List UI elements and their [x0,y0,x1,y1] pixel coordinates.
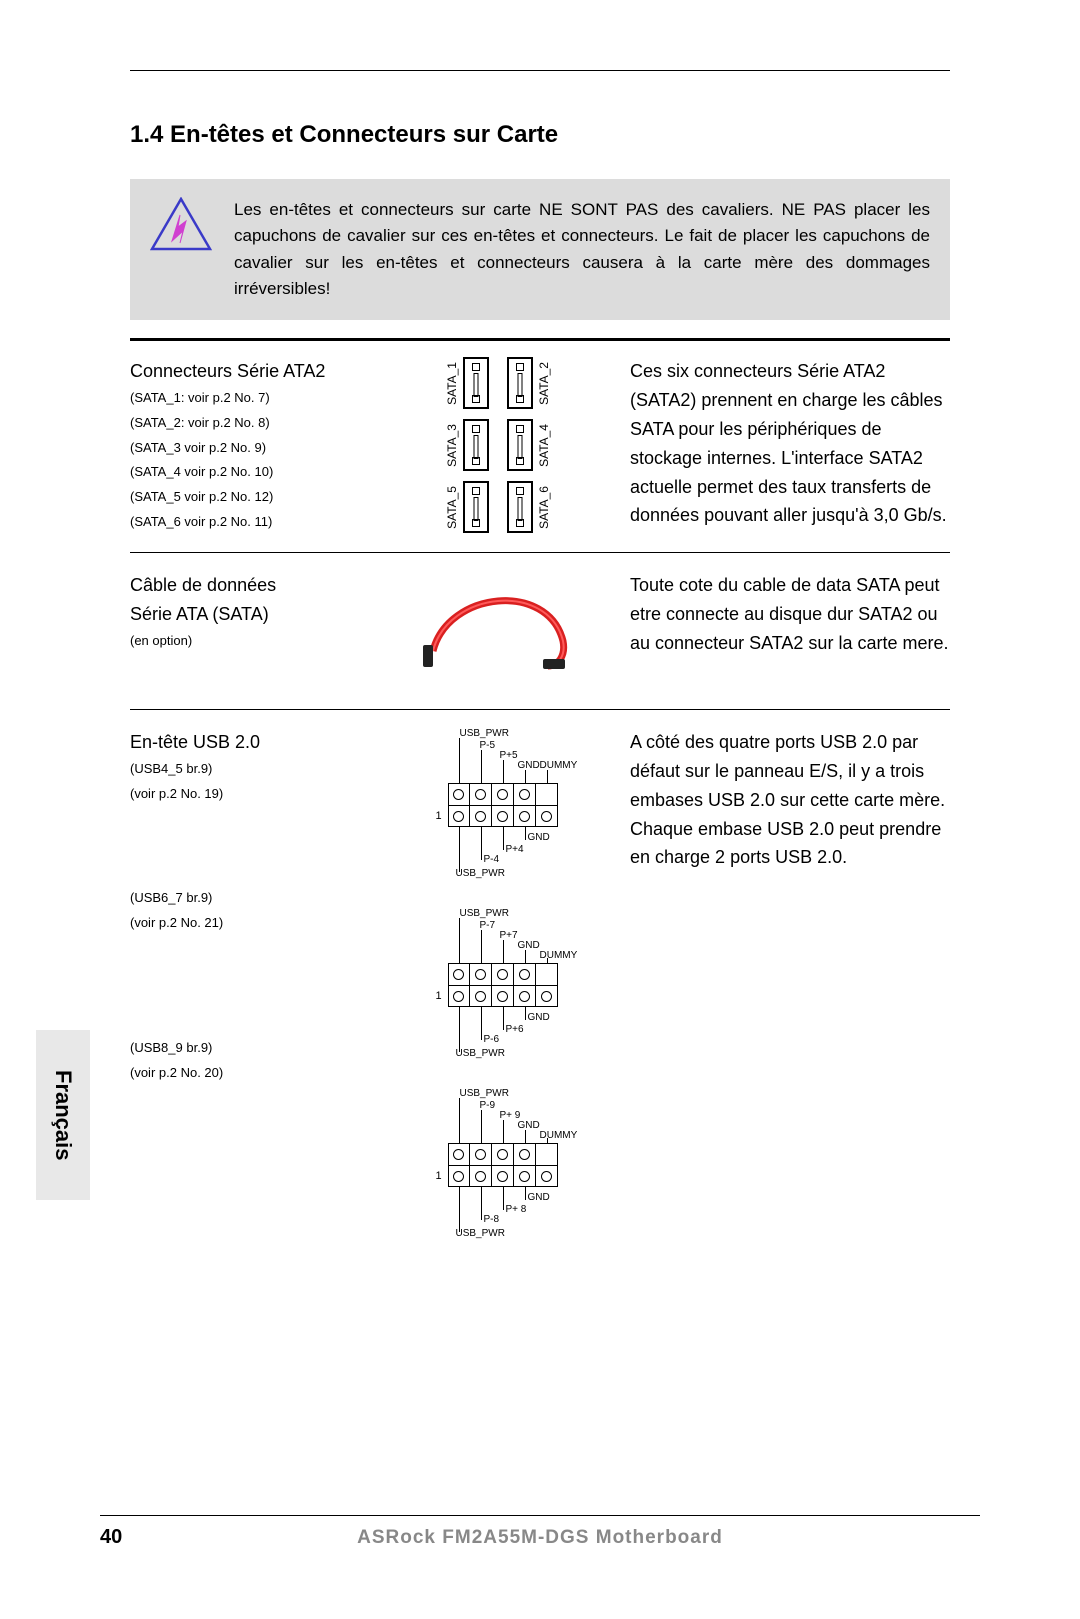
pin-label: P+4 [506,844,524,855]
usb-ref: (USB6_7 br.9) [130,886,365,911]
divider [130,552,950,553]
top-rule [130,70,950,71]
pin-label: GND [518,940,540,951]
sata-connector-icon [507,481,533,533]
pin-label: P-9 [480,1100,496,1111]
sata-label: SATA_3 [445,424,459,467]
section-title: 1.4 En-têtes et Connecteurs sur Carte [130,121,950,149]
usb-header-diagram: USB_PWR P-7 P+7 GND DUMMY 1 [398,908,598,1058]
pin1-label: 1 [436,990,442,1002]
heavy-rule [130,338,950,341]
pin-label: USB_PWR [460,1088,509,1099]
pin-label: USB_PWR [456,1048,505,1059]
usb-ref: (voir p.2 No. 21) [130,911,365,936]
pin-label: DUMMY [540,760,578,771]
usb-diagrams: USB_PWR P-5 P+5 GND DUMMY 1 [398,728,598,1238]
footer-title: ASRock FM2A55M-DGS Motherboard [160,1527,920,1549]
pin-label: USB_PWR [460,908,509,919]
pin-label: P-8 [484,1214,500,1225]
sata-connector-icon [507,357,533,409]
sata-ref: (SATA_3 voir p.2 No. 9) [130,436,365,461]
pin-label: P+6 [506,1024,524,1035]
usb-ref: (voir p.2 No. 19) [130,782,365,807]
sata-connector-icon [463,419,489,471]
divider [130,709,950,710]
pin-label: P-5 [480,740,496,751]
pin-label: DUMMY [540,1130,578,1141]
usb-row: En-tête USB 2.0 (USB4_5 br.9) (voir p.2 … [130,724,950,1238]
sata-cable-icon [398,571,598,691]
pin-label: GND [528,1012,550,1023]
cable-row: Câble de données Série ATA (SATA) (en op… [130,567,950,691]
language-tab: Français [36,1030,90,1200]
pin-label: GND [528,832,550,843]
pin-label: GND [528,1192,550,1203]
cable-title: Câble de données [130,571,365,600]
pin-label: P-4 [484,854,500,865]
sata-ref: (SATA_6 voir p.2 No. 11) [130,510,365,535]
cable-sub: (en option) [130,629,365,654]
cable-desc: Toute cote du cable de data SATA peut et… [630,571,950,657]
pin-label: DUMMY [540,950,578,961]
sata-desc: Ces six connecteurs Série ATA2 (SATA2) p… [630,357,950,530]
warning-box: Les en-têtes et connecteurs sur carte NE… [130,179,950,320]
pin1-label: 1 [436,810,442,822]
usb-ref: (USB8_9 br.9) [130,1036,365,1061]
page-content: 1.4 En-têtes et Connecteurs sur Carte Le… [130,70,950,1238]
footer: 40 ASRock FM2A55M-DGS Motherboard [100,1515,980,1549]
sata-title: Connecteurs Série ATA2 [130,357,365,386]
cable-title: Série ATA (SATA) [130,600,365,629]
pin-label: USB_PWR [456,1228,505,1239]
usb-title: En-tête USB 2.0 [130,728,365,757]
sata-label: SATA_5 [445,486,459,529]
sata-label: SATA_6 [537,486,551,529]
warning-icon [150,197,212,253]
pin-label: USB_PWR [456,868,505,879]
usb-header-diagram: USB_PWR P-9 P+ 9 GND DUMMY 1 [398,1088,598,1238]
page-number: 40 [100,1526,160,1549]
pin-label: P-6 [484,1034,500,1045]
usb-ref: (USB4_5 br.9) [130,757,365,782]
pin-label: GND [518,1120,540,1131]
sata-label: SATA_1 [445,362,459,405]
pin-label: GND [518,760,540,771]
pin-label: USB_PWR [460,728,509,739]
warning-text: Les en-têtes et connecteurs sur carte NE… [234,197,930,302]
sata-diagram: SATA_1 SATA_2 SATA_3 SATA_4 SATA_5 SATA_… [445,357,551,533]
sata-connector-icon [463,481,489,533]
sata-ref: (SATA_1: voir p.2 No. 7) [130,386,365,411]
sata-row: Connecteurs Série ATA2 (SATA_1: voir p.2… [130,353,950,534]
usb-desc: A côté des quatre ports USB 2.0 par défa… [630,728,950,872]
sata-label: SATA_4 [537,424,551,467]
sata-connector-icon [463,357,489,409]
sata-ref: (SATA_5 voir p.2 No. 12) [130,485,365,510]
pin1-label: 1 [436,1170,442,1182]
sata-ref: (SATA_2: voir p.2 No. 8) [130,411,365,436]
language-tab-label: Français [50,1070,76,1161]
usb-ref: (voir p.2 No. 20) [130,1061,365,1086]
pin-label: P+ 8 [506,1204,527,1215]
pin-label: P-7 [480,920,496,931]
sata-label: SATA_2 [537,362,551,405]
sata-connector-icon [507,419,533,471]
sata-ref: (SATA_4 voir p.2 No. 10) [130,460,365,485]
usb-header-diagram: USB_PWR P-5 P+5 GND DUMMY 1 [398,728,598,878]
